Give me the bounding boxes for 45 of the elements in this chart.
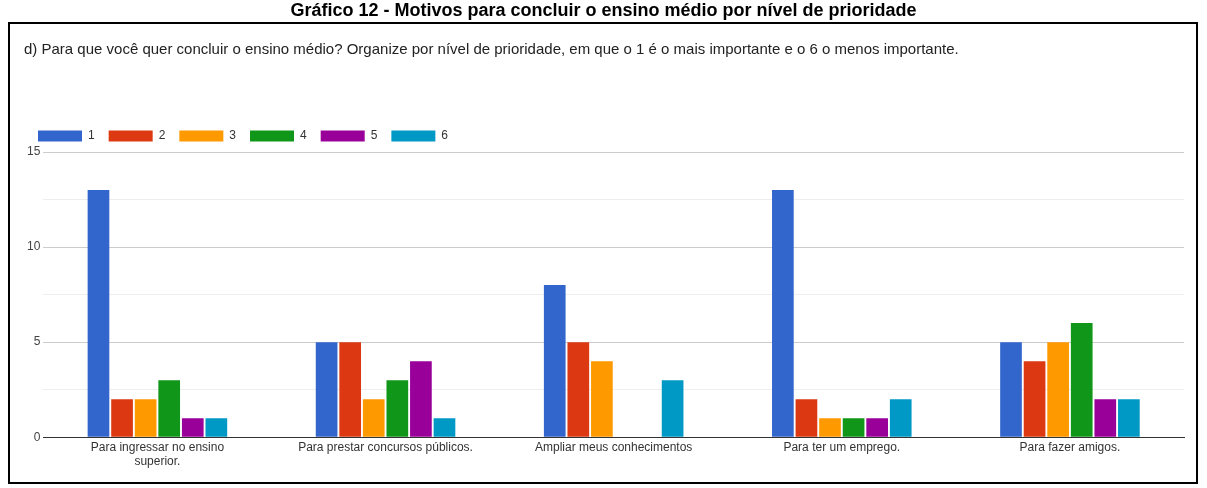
- bar: [1023, 361, 1046, 437]
- bar: [795, 399, 818, 437]
- bar: [87, 190, 110, 437]
- y-tick-label: 0: [33, 429, 41, 444]
- bar: [661, 380, 684, 437]
- bar: [111, 399, 133, 437]
- bar: [134, 399, 157, 437]
- legend-label: 3: [229, 128, 237, 143]
- chart-title: Gráfico 12 - Motivos para concluir o ensino médio por nível de prioridade: [289, 0, 918, 20]
- bar: [181, 418, 204, 437]
- y-tick-label: 5: [33, 334, 41, 349]
- bar: [1118, 399, 1140, 437]
- bar: [772, 190, 794, 437]
- bar: [889, 399, 912, 437]
- bar: [410, 361, 432, 437]
- legend-label: 4: [300, 128, 308, 143]
- legend-label: 2: [158, 128, 166, 143]
- bar: [158, 380, 181, 437]
- bar: [339, 342, 362, 437]
- chart-subtitle: d) Para que você quer concluir o ensino médio? Organize por nível de prioridade, em que o 1 é o mais importante e o 6 o menos importante.: [24, 39, 960, 59]
- bar: [819, 418, 841, 437]
- bar: [866, 418, 889, 437]
- bar: [591, 361, 613, 437]
- bar: [1000, 342, 1022, 437]
- legend-label: 6: [441, 128, 449, 143]
- y-tick-label: 15: [26, 144, 41, 159]
- legend-label: 5: [370, 128, 378, 143]
- x-tick-label: Para ingressar no ensino superior.: [90, 439, 225, 469]
- x-tick-label: Para prestar concursos públicos.: [298, 439, 473, 454]
- bar: [1094, 399, 1117, 437]
- bar: [1047, 342, 1069, 437]
- bar: [205, 418, 228, 437]
- bar: [1070, 323, 1093, 437]
- y-tick-label: 10: [26, 239, 41, 254]
- x-tick-label: Ampliar meus conhecimentos: [534, 439, 693, 454]
- x-tick-label: Para ter um emprego.: [783, 439, 901, 454]
- bar: [362, 399, 385, 437]
- bar: [315, 342, 338, 437]
- bar: [386, 380, 409, 437]
- x-tick-label: Para fazer amigos.: [1019, 439, 1121, 454]
- bar: [842, 418, 865, 437]
- bar: [433, 418, 456, 437]
- legend-label: 1: [88, 128, 95, 143]
- bar: [543, 285, 566, 437]
- bar: [567, 342, 590, 437]
